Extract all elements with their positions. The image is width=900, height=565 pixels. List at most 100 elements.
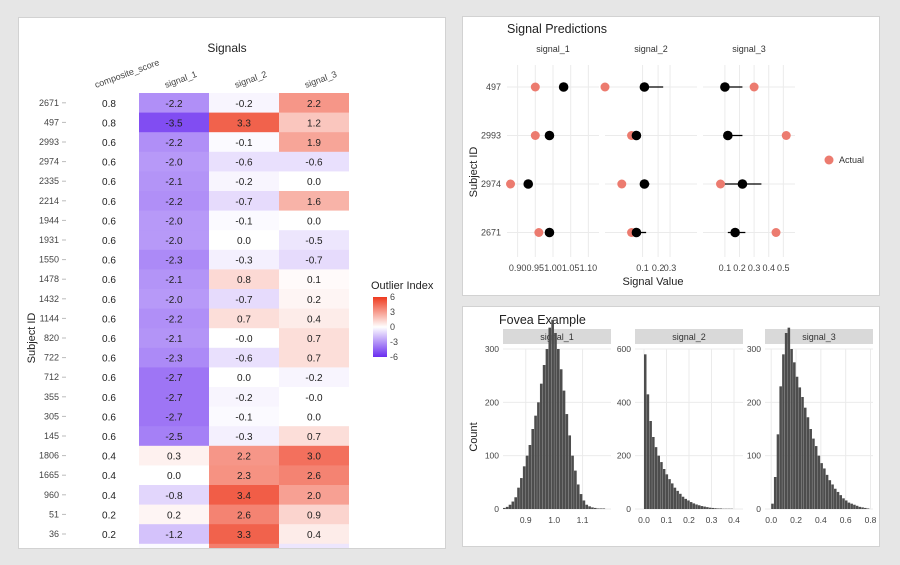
heatmap-cell-value: 0.2: [167, 510, 181, 521]
heatmap-cell-value: 0.7: [237, 314, 251, 325]
predicted-point: [631, 130, 642, 141]
histogram-x-tick-label: 0.2: [683, 515, 695, 525]
composite-score-cell: 0.6: [102, 158, 116, 169]
histogram-x-tick-label: 0.1: [661, 515, 673, 525]
actual-point: [716, 179, 726, 189]
histogram-facet-label: signal_2: [672, 332, 706, 342]
histogram-facet-label: signal_3: [802, 332, 836, 342]
histogram-bar: [679, 493, 682, 509]
histogram-bar: [834, 488, 837, 509]
heatmap-cell: [279, 465, 349, 486]
predicted-point: [523, 179, 534, 189]
heatmap-row-label: 36: [49, 529, 59, 539]
histogram-y-tick-label: 0: [626, 504, 631, 514]
heatmap-row-label: 497: [44, 117, 59, 127]
heatmap-cell: [279, 93, 349, 114]
heatmap-cell-value: 0.0: [237, 373, 251, 384]
histogram-bar: [657, 455, 660, 509]
histogram-bar: [520, 478, 523, 509]
histogram-bar: [593, 507, 597, 509]
prediction-tick-label: 1.10: [580, 263, 598, 273]
heatmap-cell-value: 2.3: [237, 471, 251, 482]
histogram-bar: [773, 477, 777, 509]
heatmap-cell-value: -2.1: [165, 177, 183, 188]
actual-point: [781, 131, 791, 140]
histogram-bar: [514, 497, 518, 509]
histogram-bar: [809, 429, 812, 509]
histogram-facet-label: signal_1: [540, 332, 574, 342]
heatmap-cell-value: 3.3: [237, 530, 251, 541]
histogram-bar: [847, 502, 851, 509]
heatmap-cell: [139, 230, 209, 251]
heatmap-cell-value: -2.0: [165, 236, 183, 247]
histogram-x-tick-label: 0.3: [706, 515, 718, 525]
histogram-bar: [798, 387, 802, 509]
heatmap-cell-value: -2.3: [165, 354, 183, 365]
heatmap-cell: [139, 445, 209, 466]
composite-score-cell: 0.6: [102, 334, 116, 345]
histogram-bar: [508, 504, 512, 509]
histogram-bar: [795, 376, 799, 509]
heatmap-cell-value: 0.3: [167, 452, 181, 463]
histogram-bar: [557, 349, 560, 509]
heatmap-cell-value: -2.7: [165, 412, 183, 423]
heatmap-cell: [139, 151, 209, 172]
histogram-x-tick-label: 0.0: [765, 515, 777, 525]
heatmap-cell-value: 1.6: [307, 197, 321, 208]
histogram-y-tick-label: 300: [485, 344, 499, 354]
histogram-bar: [596, 508, 600, 509]
composite-score-cell: 0.4: [102, 471, 116, 482]
histogram-x-tick-label: 1.1: [577, 515, 589, 525]
predicted-point: [639, 179, 650, 189]
histogram-y-tick-label: 200: [747, 397, 761, 407]
heatmap-cell: [279, 132, 349, 153]
predicted-point: [723, 130, 733, 141]
legend-tick-label: -6: [390, 352, 398, 362]
prediction-tick-label: 0.3: [748, 263, 761, 273]
histogram-bar: [574, 470, 577, 509]
heatmap-cell-value: -0.2: [305, 373, 323, 384]
histogram-bar: [850, 503, 853, 509]
heatmap-cell: [279, 367, 349, 388]
heatmap-cell-value: -2.7: [165, 393, 183, 404]
heatmap-cell-value: 2.6: [307, 471, 321, 482]
actual-point: [617, 179, 627, 189]
prediction-subject-label: 2671: [481, 228, 501, 238]
heatmap-cell-value: -0.1: [235, 412, 253, 423]
heatmap-cell: [139, 367, 209, 388]
histogram-bar: [719, 508, 723, 509]
histogram-bar: [864, 507, 867, 509]
histogram-bar: [568, 435, 572, 509]
fovea-y-axis-label: Count: [468, 422, 480, 451]
prediction-tick-label: 0.5: [777, 263, 790, 273]
actual-point: [534, 228, 544, 237]
heatmap-cell-value: -0.3: [235, 256, 253, 267]
heatmap-cell: [279, 445, 349, 466]
heatmap-cell: [139, 504, 209, 525]
heatmap-row-label: 722: [44, 353, 59, 363]
histogram-bar: [703, 506, 706, 509]
heatmap-cell: [209, 210, 279, 231]
histogram-bar: [551, 319, 554, 509]
histogram-y-tick-label: 200: [617, 451, 631, 461]
heatmap-cell: [139, 249, 209, 270]
heatmap-cell: [279, 151, 349, 172]
heatmap-cell-value: 2.6: [237, 510, 251, 521]
heatmap-row-label: 1665: [39, 470, 59, 480]
legend-tick-label: 3: [390, 307, 395, 317]
heatmap-cell-value: 0.8: [237, 275, 251, 286]
fovea-chart: Fovea Example Count signal_1 0 100 200 300 0.9 1…: [468, 313, 877, 525]
predicted-point: [631, 227, 642, 238]
histogram-bar: [511, 501, 515, 509]
heatmap-cell-value: 0.7: [307, 334, 321, 345]
heatmap-cell-value: 2.2: [307, 99, 321, 110]
heatmap-cell: [279, 387, 349, 408]
histogram-bar: [714, 508, 717, 509]
heatmap-y-axis-label: Subject ID: [26, 313, 38, 364]
histogram-x-tick-label: 0.9: [520, 515, 532, 525]
histogram-bar: [776, 434, 780, 509]
composite-score-cell: 0.6: [102, 373, 116, 384]
heatmap-cell-value: -0.1: [235, 216, 253, 227]
heatmap-cell: [139, 210, 209, 231]
histogram-bar: [812, 438, 815, 509]
